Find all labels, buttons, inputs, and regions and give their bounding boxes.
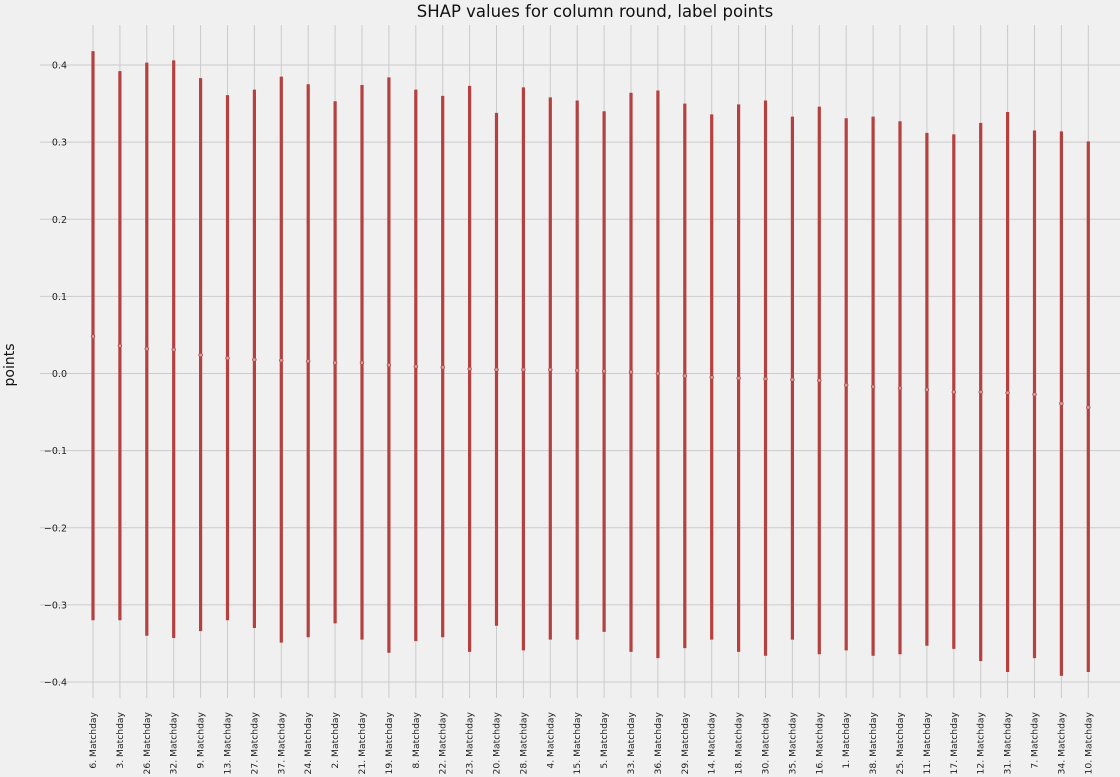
mean-marker xyxy=(198,352,203,358)
x-tick-label: 16. Matchday xyxy=(814,711,825,774)
chart-title: SHAP values for column round, label poin… xyxy=(416,2,774,21)
x-tick-label: 20. Matchday xyxy=(492,711,503,774)
mean-marker xyxy=(90,334,96,339)
y-tick-label: −0.2 xyxy=(44,523,67,534)
x-tick-label: 3. Matchday xyxy=(115,711,126,768)
mean-marker xyxy=(359,360,365,365)
y-tick-labels: −0.4 −0.3 −0.2 −0.1 0.0 0.1 0.2 0.3 0.4 xyxy=(44,61,67,689)
mean-marker xyxy=(763,376,768,382)
mean-marker xyxy=(225,355,230,361)
y-tick-label: −0.3 xyxy=(44,600,67,611)
x-tick-label: 27. Matchday xyxy=(249,711,260,774)
x-tick-label: 2. Matchday xyxy=(330,711,341,768)
x-tick-label: 14. Matchday xyxy=(707,711,718,774)
x-tick-label: 8. Matchday xyxy=(411,711,422,768)
x-tick-label: 29. Matchday xyxy=(680,711,691,774)
mean-marker xyxy=(870,384,876,389)
mean-marker xyxy=(386,362,392,368)
mean-marker xyxy=(440,365,445,370)
x-tick-label: 4. Matchday xyxy=(545,711,556,768)
x-tick-label: 28. Matchday xyxy=(518,711,529,774)
x-tick-label: 30. Matchday xyxy=(761,711,772,774)
y-tick-label: 0.3 xyxy=(52,138,67,149)
x-tick-label: 18. Matchday xyxy=(734,711,745,774)
x-tick-label: 25. Matchday xyxy=(895,711,906,774)
x-tick-label: 12. Matchday xyxy=(976,711,987,774)
x-tick-label: 19. Matchday xyxy=(384,711,395,774)
mean-marker xyxy=(682,373,687,379)
mean-marker xyxy=(306,358,311,364)
mean-marker xyxy=(575,368,580,373)
y-tick-label: 0.0 xyxy=(52,369,67,380)
mean-marker xyxy=(494,367,499,372)
x-tick-label: 24. Matchday xyxy=(303,711,314,774)
y-tick-label: −0.1 xyxy=(44,446,67,457)
x-tick-label: 13. Matchday xyxy=(223,711,234,774)
mean-marker xyxy=(1086,405,1091,410)
mean-marker xyxy=(790,377,795,382)
x-tick-label: 7. Matchday xyxy=(1030,711,1041,768)
y-tick-label: −0.4 xyxy=(44,678,67,689)
x-tick-labels: 6. Matchday 3. Matchday 26. Matchday 32. Ma… xyxy=(88,711,1094,774)
y-tick-label: 0.2 xyxy=(52,215,67,226)
x-tick-label: 32. Matchday xyxy=(169,711,180,774)
x-tick-label: 6. Matchday xyxy=(88,711,99,768)
mean-marker xyxy=(521,367,526,372)
mean-marker xyxy=(467,366,472,372)
mean-marker xyxy=(252,357,257,362)
y-tick-label: 0.4 xyxy=(52,61,67,72)
mean-marker xyxy=(844,382,849,388)
mean-marker xyxy=(628,369,634,375)
mean-marker xyxy=(655,371,661,376)
mean-marker xyxy=(171,347,176,352)
x-tick-label: 38. Matchday xyxy=(868,711,879,774)
x-tick-label: 31. Matchday xyxy=(1003,711,1014,774)
x-tick-label: 36. Matchday xyxy=(653,711,664,774)
y-tick-label: 0.1 xyxy=(52,292,67,303)
mean-marker xyxy=(279,358,284,363)
x-tick-label: 37. Matchday xyxy=(276,711,287,774)
x-tick-label: 33. Matchday xyxy=(626,711,637,774)
x-tick-label: 17. Matchday xyxy=(949,711,960,774)
mean-marker xyxy=(332,360,338,365)
mean-marker xyxy=(1005,390,1010,395)
mean-marker xyxy=(1032,392,1037,397)
x-tick-label: 34. Matchday xyxy=(1056,711,1067,774)
mean-marker xyxy=(817,378,822,383)
mean-marker xyxy=(951,389,956,395)
x-tick-label: 15. Matchday xyxy=(572,711,583,774)
x-tick-label: 11. Matchday xyxy=(922,711,933,774)
x-tick-label: 23. Matchday xyxy=(465,711,476,774)
x-tick-label: 10. Matchday xyxy=(1083,711,1094,774)
mean-marker xyxy=(924,387,930,392)
x-tick-label: 9. Matchday xyxy=(196,711,207,768)
x-tick-label: 26. Matchday xyxy=(142,711,153,774)
mean-marker xyxy=(897,385,903,391)
x-tick-label: 1. Matchday xyxy=(841,711,852,768)
mean-marker xyxy=(978,389,983,395)
mean-marker xyxy=(736,375,741,381)
error-bars xyxy=(90,51,1091,676)
x-tick-label: 22. Matchday xyxy=(438,711,449,774)
x-tick-label: 35. Matchday xyxy=(787,711,798,774)
mean-marker xyxy=(144,346,149,352)
mean-marker xyxy=(709,375,714,380)
mean-marker xyxy=(548,367,553,372)
x-tick-label: 21. Matchday xyxy=(357,711,368,774)
x-tick-label: 5. Matchday xyxy=(599,711,610,768)
mean-marker xyxy=(413,364,418,369)
mean-marker xyxy=(601,368,607,374)
mean-marker xyxy=(117,343,123,348)
mean-marker xyxy=(1059,401,1064,406)
